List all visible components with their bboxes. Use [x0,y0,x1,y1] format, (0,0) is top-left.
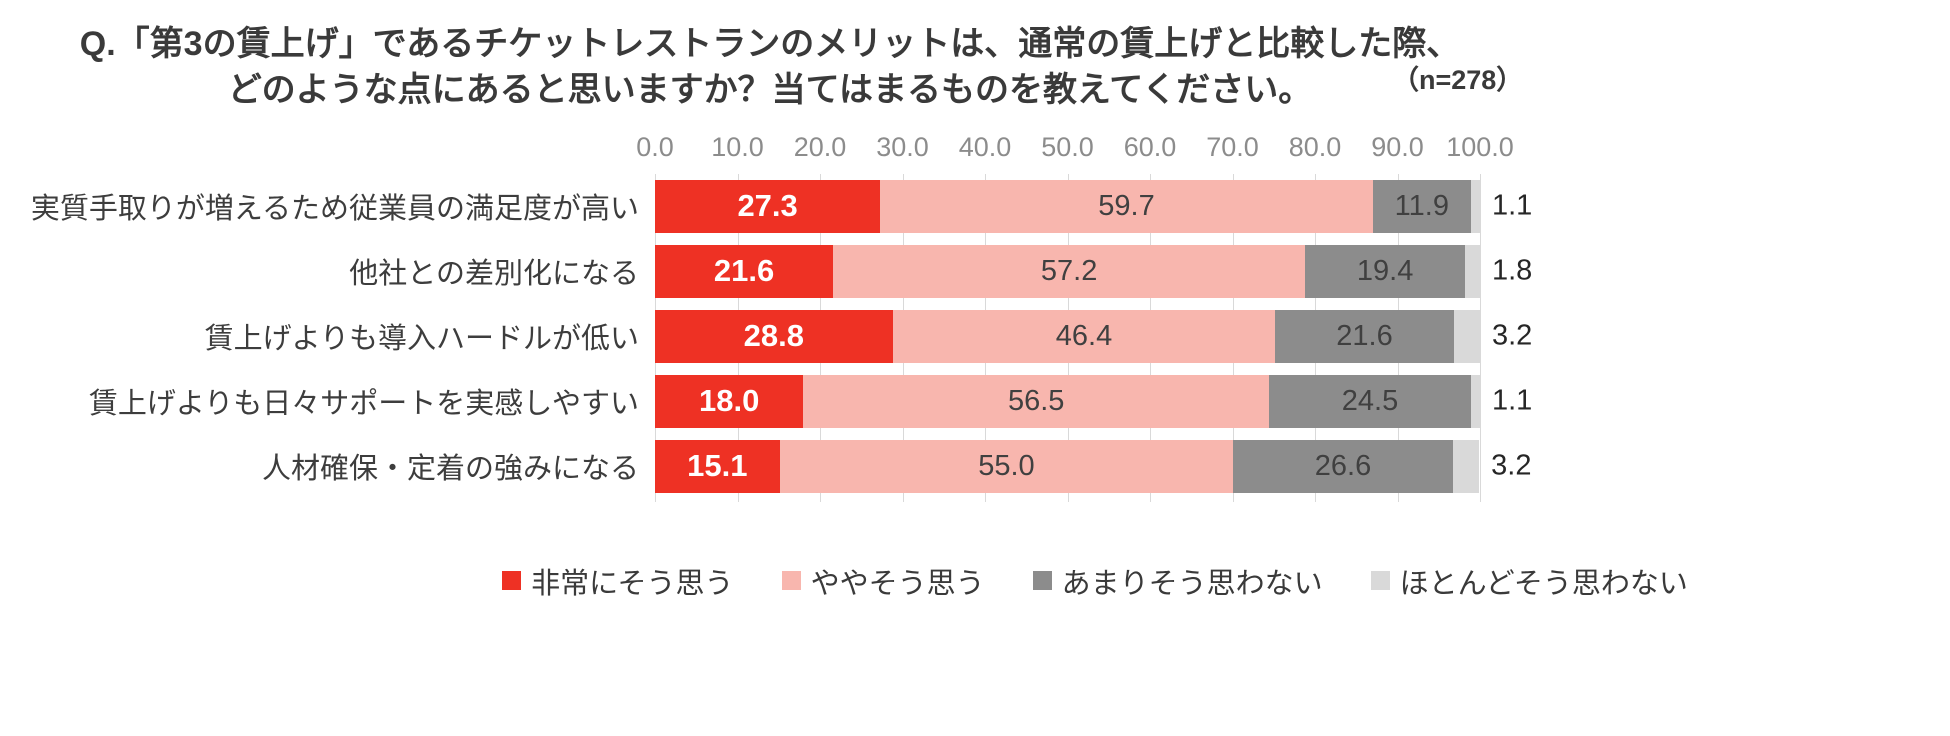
legend-item: 非常にそう思う [502,560,734,602]
category-label: 賃上げよりも導入ハードルが低い [204,323,639,356]
bar-segment: 56.5 [803,374,1270,428]
legend-label: ほとんどそう思わない [1399,567,1688,600]
bar-segment: 46.4 [892,309,1276,363]
value-label: 11.9 [1394,189,1449,222]
legend-label: あまりそう思わない [1061,567,1323,600]
bar-segment: 15.1 [655,439,780,493]
axis-tick-label: 80.0 [1288,131,1342,162]
chart-row: 賃上げよりも導入ハードルが低い 28.8 46.4 21.6 3.2 [0,304,1950,369]
value-label: 24.5 [1341,384,1399,417]
value-label: 27.3 [737,188,798,224]
chart-row: 賃上げよりも日々サポートを実感しやすい 18.0 56.5 24.5 1.1 [0,369,1950,434]
value-label: 28.8 [743,318,804,354]
legend-item: ほとんどそう思わない [1370,560,1688,602]
value-label-outside: 3.2 [1491,449,1532,482]
value-label: 18.0 [699,383,760,419]
value-label: 26.6 [1314,449,1372,482]
category-label: 賃上げよりも日々サポートを実感しやすい [88,388,639,421]
bar-segment [1452,439,1480,493]
axis-tick-label: 100.0 [1446,131,1514,162]
value-label: 46.4 [1055,319,1113,352]
bar-segment: 59.7 [880,179,1373,233]
sample-size-label: （n=278） [1392,65,1524,95]
stacked-bar: 18.0 56.5 24.5 [655,374,1480,428]
value-label-outside: 1.8 [1492,254,1533,287]
bar-segment: 21.6 [1275,309,1454,363]
value-label: 55.0 [978,449,1035,482]
value-label-outside: 1.1 [1492,189,1533,222]
axis-tick-label: 20.0 [793,131,847,162]
bar-segment [1453,309,1480,363]
axis-tick-label: 40.0 [958,131,1012,162]
value-label-outside: 1.1 [1492,384,1533,417]
chart-title: Q.「第3の賃上げ」であるチケットレストランのメリットは、通常の賃上げと比較した… [40,22,1500,114]
axis-tick-label: 90.0 [1371,131,1424,162]
bar-segment: 28.8 [655,309,893,363]
value-label-outside: 3.2 [1492,319,1533,352]
bar-segment [1470,179,1480,233]
bar-segment: 26.6 [1233,439,1453,493]
bar-segment: 18.0 [655,374,804,428]
chart-legend: 非常にそう思う ややそう思う あまりそう思わない ほとんどそう思わない [0,560,1950,602]
stacked-bar-chart: 0.0 10.0 20.0 30.0 40.0 50.0 60.0 70.0 80.0 90.0 1… [0,128,1950,508]
legend-swatch-icon [781,571,801,591]
legend-swatch-icon [502,571,522,591]
value-label: 57.2 [1040,254,1098,287]
value-label: 56.5 [1007,384,1065,417]
bar-segment [1470,374,1480,428]
stacked-bar: 27.3 59.7 11.9 [655,179,1480,233]
bar-segment: 21.6 [655,244,834,298]
axis-tick-label: 50.0 [1041,131,1094,162]
value-label: 21.6 [713,253,775,289]
legend-swatch-icon [1032,571,1052,591]
value-label: 59.7 [1098,189,1155,222]
chart-rows: 実質手取りが増えるため従業員の満足度が高い 27.3 59.7 11.9 1.1 他社との… [0,174,1950,499]
axis-tick-label: 0.0 [636,131,674,162]
chart-row: 実質手取りが増えるため従業員の満足度が高い 27.3 59.7 11.9 1.1 [0,174,1950,239]
category-label: 実質手取りが増えるため従業員の満足度が高い [30,193,639,226]
chart-title-line1: Q.「第3の賃上げ」であるチケットレストランのメリットは、通常の賃上げと比較した… [79,25,1461,63]
chart-row: 人材確保・定着の強みになる 15.1 55.0 26.6 3.2 [0,434,1950,499]
legend-label: ややそう思う [810,567,985,600]
chart-title-line2: どのような点にあると思いますか？当てはまるものを教えてください。 [227,70,1313,109]
chart-header: Q.「第3の賃上げ」であるチケットレストランのメリットは、通常の賃上げと比較した… [0,0,1950,114]
legend-item: あまりそう思わない [1032,560,1323,602]
bar-segment: 19.4 [1305,244,1466,298]
stacked-bar: 21.6 57.2 19.4 [655,244,1480,298]
bar-segment: 57.2 [833,244,1306,298]
stacked-bar: 28.8 46.4 21.6 [655,309,1480,363]
bar-segment: 24.5 [1269,374,1471,428]
bar-segment: 55.0 [779,439,1234,493]
legend-swatch-icon [1370,571,1390,591]
axis-tick-label: 10.0 [711,131,764,162]
gridline [1480,173,1481,502]
bar-segment: 11.9 [1372,179,1471,233]
category-label: 他社との差別化になる [349,258,639,291]
axis-tick-label: 70.0 [1206,131,1259,162]
bar-segment: 27.3 [655,179,881,233]
value-label: 21.6 [1336,319,1393,352]
value-label: 19.4 [1356,254,1414,287]
value-label: 15.1 [687,448,748,484]
bar-segment [1465,244,1480,298]
stacked-bar: 15.1 55.0 26.6 [655,439,1480,493]
axis-tick-label: 30.0 [876,131,929,162]
x-axis: 0.0 10.0 20.0 30.0 40.0 50.0 60.0 70.0 80.0 90.0 1… [636,128,1514,170]
legend-label: 非常にそう思う [531,567,734,600]
chart-row: 他社との差別化になる 21.6 57.2 19.4 1.8 [0,239,1950,304]
category-label: 人材確保・定着の強みになる [261,453,639,486]
axis-tick-label: 60.0 [1123,131,1177,162]
legend-item: ややそう思う [781,560,985,602]
